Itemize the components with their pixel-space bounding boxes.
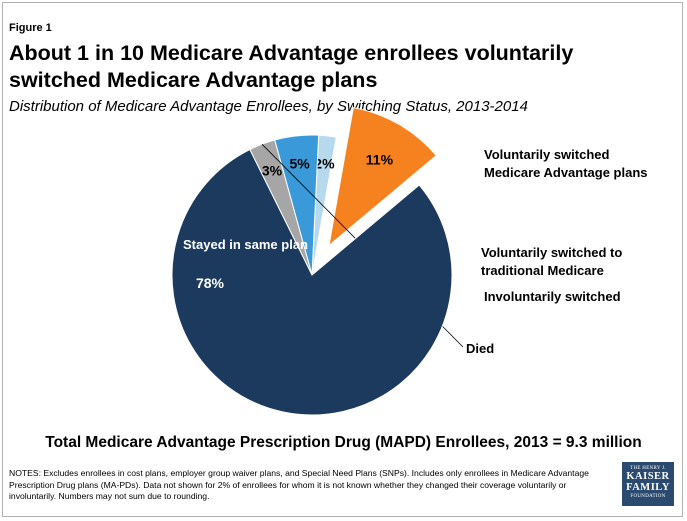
logo-line-4: FOUNDATION bbox=[630, 494, 666, 499]
slice-category-label: Voluntarily switched to bbox=[481, 245, 622, 260]
logo-line-2: KAISER bbox=[626, 471, 670, 482]
figure-label: Figure 1 bbox=[9, 22, 52, 34]
pie-slice-stayed-in-same-plan bbox=[171, 148, 453, 416]
slice-category-label: Stayed in same plan bbox=[183, 237, 308, 252]
slice-value-label: 5% bbox=[289, 156, 310, 172]
slice-category-label: traditional Medicare bbox=[481, 263, 604, 278]
logo-line-1: THE HENRY J. bbox=[630, 466, 666, 471]
slice-value-label: 3% bbox=[262, 162, 283, 178]
slice-category-label: Died bbox=[466, 341, 494, 356]
slice-value-label: 2% bbox=[314, 156, 335, 172]
kff-logo: THE HENRY J. KAISER FAMILY FOUNDATION bbox=[622, 462, 674, 506]
chart-title: About 1 in 10 Medicare Advantage enrolle… bbox=[9, 41, 574, 92]
total-enrollees: Total Medicare Advantage Prescription Dr… bbox=[45, 434, 642, 451]
chart-subtitle: Distribution of Medicare Advantage Enrol… bbox=[9, 98, 528, 115]
pie-slice-voluntarily-switched-medicare-advantage-plans bbox=[328, 107, 437, 247]
slice-category-label: Voluntarily switched bbox=[484, 147, 610, 162]
slice-value-label: 78% bbox=[196, 275, 225, 291]
slice-category-label: Medicare Advantage plans bbox=[484, 165, 648, 180]
slice-category-label: Involuntarily switched bbox=[484, 289, 621, 304]
notes: NOTES: Excludes enrollees in cost plans,… bbox=[9, 468, 589, 501]
slice-value-label: 11% bbox=[366, 151, 394, 167]
logo-line-3: FAMILY bbox=[626, 482, 670, 493]
